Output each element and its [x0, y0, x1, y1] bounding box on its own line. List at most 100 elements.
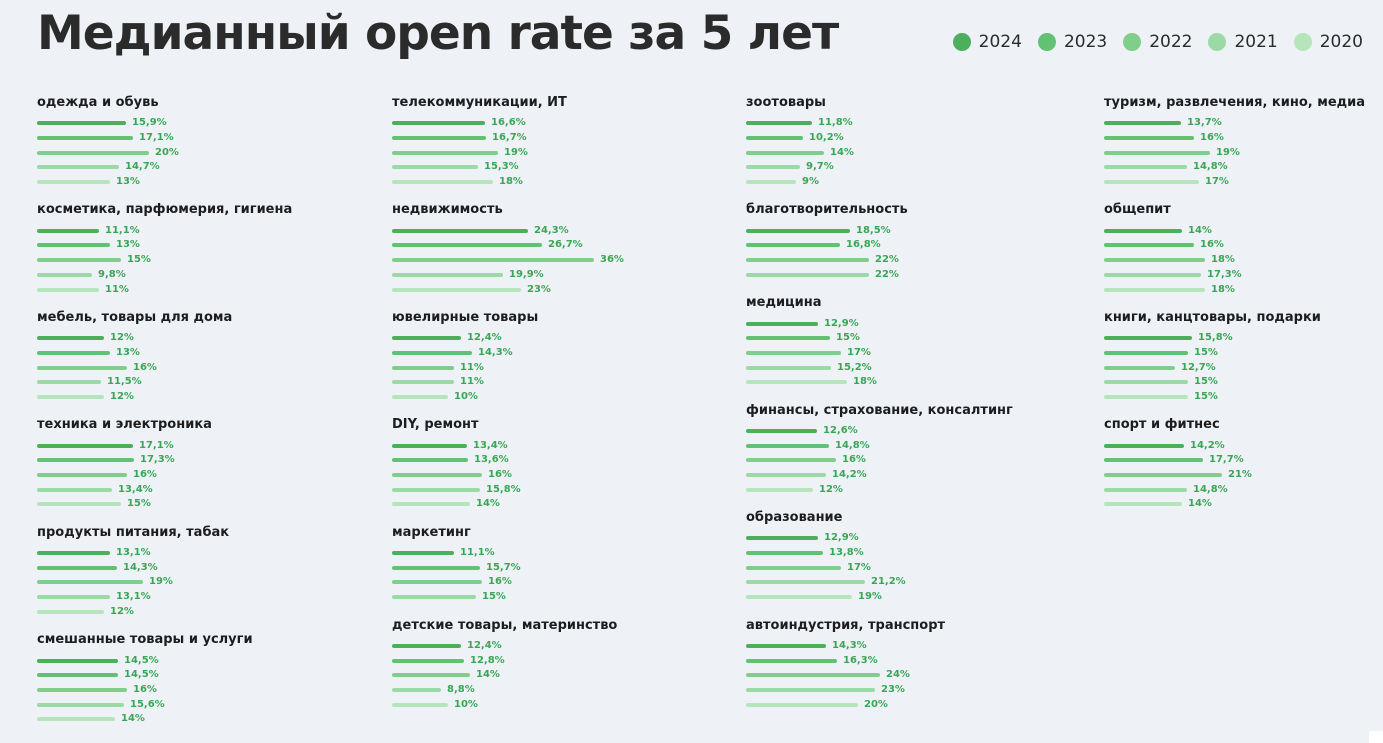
bar-row: 10,2% — [746, 131, 1013, 146]
bar-value-label: 14,3% — [123, 561, 158, 573]
bar-2022 — [392, 473, 482, 478]
bar-2022 — [392, 365, 454, 370]
legend-label: 2024 — [978, 32, 1022, 52]
bar-2022 — [746, 458, 836, 463]
bar-row: 20% — [37, 145, 292, 160]
bar-value-label: 21% — [1228, 469, 1252, 481]
category-group: маркетинг 11,1% 15,7% 16% 15% — [392, 524, 624, 605]
bar-2024 — [37, 443, 133, 448]
category-name: медицина — [746, 295, 822, 311]
bar-row: 21,2% — [746, 575, 1013, 590]
bar-2024 — [1104, 228, 1182, 233]
bar-2024 — [1104, 443, 1184, 448]
bar-2022 — [746, 150, 824, 155]
bar-value-label: 14% — [476, 498, 500, 510]
bar-2020 — [392, 287, 521, 292]
category-group: благотворительность 18,5% 16,8% 22% 22% — [746, 201, 1013, 282]
bar-value-label: 14,3% — [832, 639, 867, 651]
category-group: детские товары, материнство 12,4% 12,8% 14%… — [392, 617, 624, 712]
category-name: зоотовары — [746, 95, 826, 110]
bar-row: 12,9% — [746, 531, 1013, 546]
bar-row: 15% — [37, 497, 292, 512]
bar-row: 13% — [37, 346, 292, 361]
bar-row: 18% — [746, 375, 1013, 390]
bar-row: 17,3% — [1104, 268, 1365, 283]
bar-2023 — [37, 565, 117, 570]
bar-value-label: 11,1% — [460, 547, 495, 559]
bar-2022 — [37, 687, 127, 692]
bar-row: 11% — [392, 360, 624, 375]
legend-item-2023: 2023 — [1037, 32, 1108, 52]
bar-value-label: 14,5% — [124, 654, 159, 666]
bar-row: 19% — [746, 590, 1013, 605]
bar-2024 — [392, 643, 461, 648]
bar-2020 — [392, 180, 493, 185]
bar-value-label: 36% — [600, 254, 624, 266]
bar-value-label: 13% — [116, 239, 140, 251]
bar-2023 — [37, 350, 110, 355]
bar-2023 — [392, 658, 464, 663]
bar-row: 12,4% — [392, 331, 624, 346]
bar-row: 12% — [37, 331, 292, 346]
bar-value-label: 16% — [1200, 239, 1224, 251]
category-group: автоиндустрия, транспорт 14,3% 16,3% 24% 23%… — [746, 617, 1013, 712]
bar-2020 — [37, 287, 99, 292]
bar-2024 — [1104, 121, 1181, 126]
bar-row: 17,7% — [1104, 453, 1365, 468]
bar-value-label: 14,8% — [835, 439, 870, 451]
category-name: телекоммуникации, ИТ — [392, 95, 567, 110]
bar-row: 12,6% — [746, 424, 1013, 439]
chart-title: Медианный open rate за 5 лет — [37, 6, 839, 61]
bar-value-label: 13,1% — [116, 547, 151, 559]
bar-row: 14,2% — [746, 468, 1013, 483]
bar-row: 19% — [1104, 145, 1365, 160]
bar-value-label: 16% — [133, 683, 157, 695]
bar-row: 14,5% — [37, 653, 292, 668]
legend-label: 2023 — [1063, 32, 1108, 52]
legend: 2024 2023 2022 2021 2020 — [952, 32, 1363, 52]
bar-value-label: 26,7% — [548, 239, 583, 251]
bar-row: 13,7% — [1104, 116, 1365, 131]
bar-row: 16% — [392, 575, 624, 590]
bar-2022 — [1104, 473, 1222, 478]
bar-row: 15,6% — [37, 697, 292, 712]
bar-row: 14,7% — [37, 160, 292, 175]
bar-row: 11,8% — [746, 116, 1013, 131]
bar-row: 15% — [392, 590, 624, 605]
bar-2022 — [392, 580, 482, 585]
bar-value-label: 17,3% — [1207, 268, 1242, 280]
bar-2023 — [746, 243, 840, 248]
bar-2024 — [746, 321, 818, 326]
bar-row: 13,4% — [37, 482, 292, 497]
bar-2021 — [1104, 272, 1201, 277]
bar-2023 — [746, 443, 829, 448]
bar-row: 14,5% — [37, 668, 292, 683]
legend-label: 2022 — [1149, 32, 1193, 52]
bar-2024 — [746, 428, 817, 433]
category-name: общепит — [1104, 202, 1171, 218]
bar-row: 13% — [37, 238, 292, 253]
bar-2021 — [37, 380, 101, 385]
chart-column-4: туризм, развлечения, кино, медиа 13,7% 16%… — [1104, 94, 1365, 524]
bar-value-label: 17,1% — [139, 439, 174, 451]
bar-value-label: 12% — [819, 483, 843, 495]
bar-2024 — [392, 551, 454, 556]
bar-row: 23% — [392, 282, 624, 297]
bar-value-label: 13,1% — [116, 591, 151, 603]
bar-row: 14% — [1104, 223, 1365, 238]
bar-value-label: 12,9% — [824, 317, 859, 329]
category-group: туризм, развлечения, кино, медиа 13,7% 16%… — [1104, 94, 1365, 189]
bar-value-label: 24,3% — [534, 224, 569, 236]
bar-row: 24,3% — [392, 223, 624, 238]
bar-row: 11% — [37, 282, 292, 297]
bar-2020 — [1104, 502, 1182, 507]
category-group: косметика, парфюмерия, гигиена 11,1% 13% 15… — [37, 201, 292, 296]
bar-value-label: 19,9% — [509, 268, 544, 280]
category-name: туризм, развлечения, кино, медиа — [1104, 95, 1366, 110]
bar-row: 16% — [37, 683, 292, 698]
bar-value-label: 18% — [853, 376, 877, 388]
bar-row: 12,8% — [392, 653, 624, 668]
bar-value-label: 15% — [1194, 390, 1218, 402]
bar-row: 13,4% — [392, 438, 624, 453]
bar-value-label: 16,3% — [843, 654, 878, 666]
